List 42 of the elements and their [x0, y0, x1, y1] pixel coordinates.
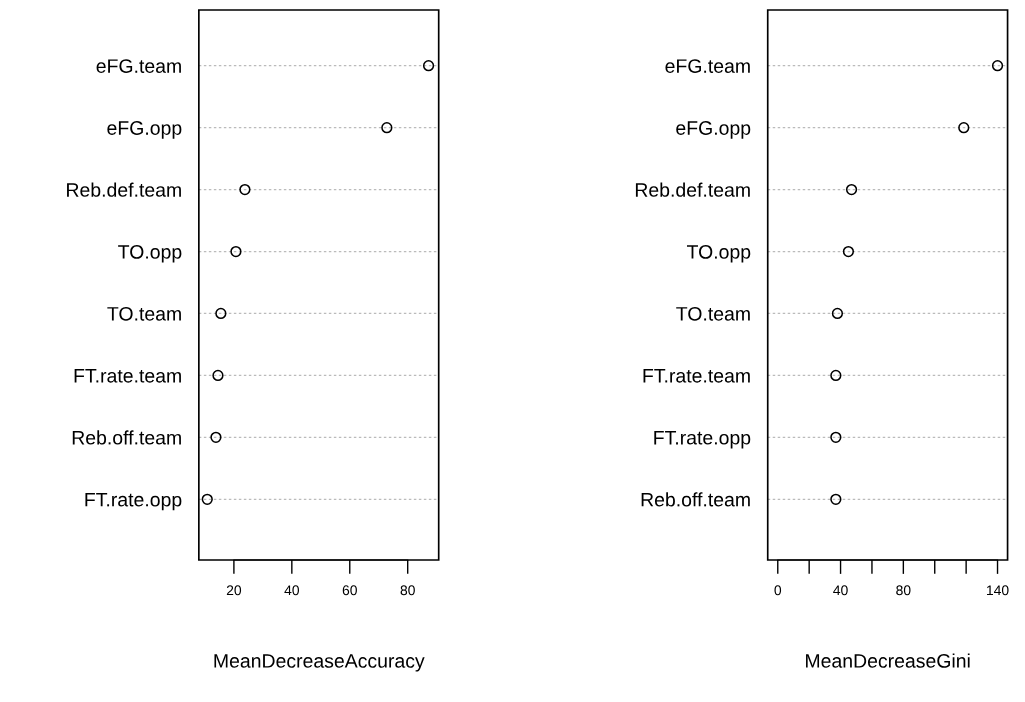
- point: [842, 245, 855, 258]
- point: [230, 245, 242, 258]
- x-tick-label: 20: [226, 585, 242, 596]
- point: [212, 369, 224, 382]
- y-tick-label: TO.opp: [686, 245, 751, 263]
- y-tick-label: FT.rate.team: [643, 369, 750, 383]
- point: [201, 493, 213, 505]
- y-tick-label: eFG.opp: [676, 121, 751, 139]
- y-tick-label: FT.rate.opp: [85, 492, 182, 511]
- x-tick-label: 140: [987, 585, 1009, 596]
- point: [215, 307, 227, 320]
- y-tick-label: TO.team: [676, 306, 750, 321]
- y-tick-label: FT.rate.opp: [654, 431, 751, 449]
- y-tick-label: TO.opp: [118, 245, 182, 263]
- point: [830, 493, 842, 505]
- y-tick-label: eFG.team: [96, 59, 181, 73]
- x-tick-label: 40: [833, 585, 848, 596]
- point: [991, 60, 1004, 72]
- point: [830, 369, 842, 382]
- point: [239, 183, 251, 196]
- point: [958, 122, 970, 134]
- x-tick-label: 40: [284, 585, 300, 596]
- x-tick-label: 80: [400, 585, 415, 596]
- y-tick-label: Reb.off.team: [72, 430, 181, 445]
- y-tick-label: eFG.opp: [107, 121, 182, 139]
- y-tick-label: eFG.team: [665, 59, 750, 73]
- x-tick-label: 80: [896, 585, 911, 596]
- y-tick-label: Reb.def.team: [67, 182, 181, 197]
- point: [830, 431, 842, 443]
- point: [831, 307, 844, 320]
- point: [845, 183, 858, 196]
- y-tick-label: Reb.off.team: [641, 492, 750, 507]
- y-tick-label: FT.rate.team: [74, 369, 181, 383]
- point: [422, 60, 435, 72]
- x-tick-label: 0: [774, 585, 782, 596]
- point: [210, 431, 222, 443]
- point: [381, 122, 393, 134]
- x-axis-title: MeanDecreaseAccuracy: [214, 654, 425, 672]
- y-tick-label: Reb.def.team: [635, 182, 750, 197]
- x-axis-title: MeanDecreaseGini: [806, 653, 970, 668]
- y-tick-label: TO.team: [107, 306, 181, 321]
- x-tick-label: 60: [342, 585, 357, 596]
